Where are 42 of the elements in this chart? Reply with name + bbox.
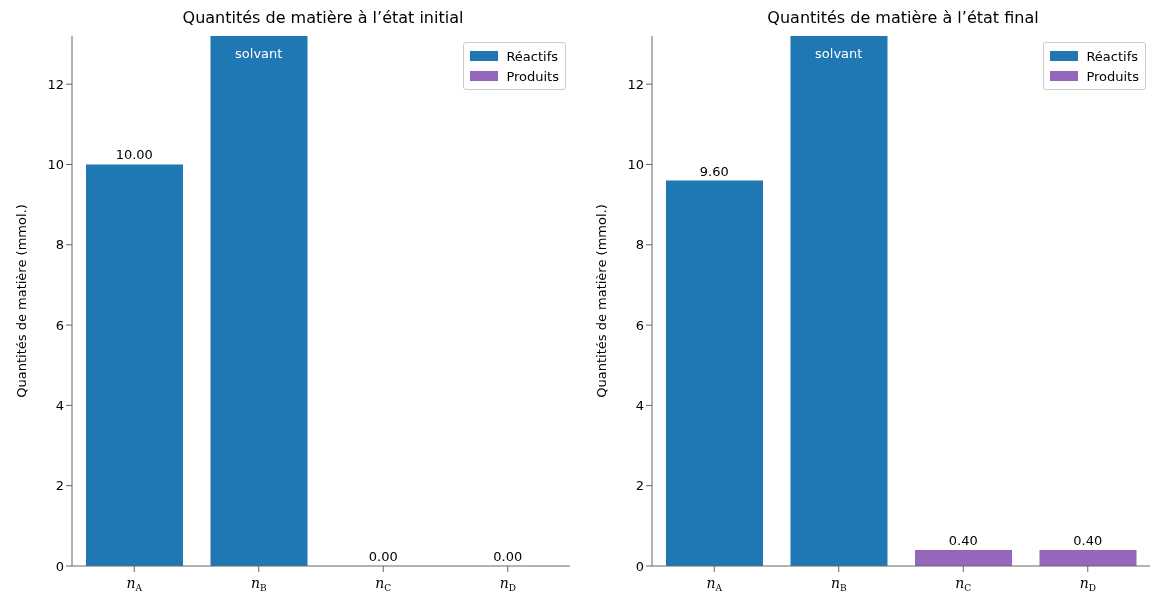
- data-label: 0.40: [948, 532, 978, 548]
- data-label: 0.00: [493, 549, 523, 564]
- annotation: solvant: [235, 46, 283, 61]
- legend-label: Réactifs: [506, 48, 559, 64]
- y-tick-label: 4: [635, 398, 644, 414]
- y-tick-label: 10: [627, 157, 644, 173]
- data-label: 0.40: [1073, 532, 1103, 548]
- y-tick-label: 12: [627, 76, 644, 92]
- y-tick-label: 0: [55, 558, 64, 574]
- x-tick-label: n$_{A}$: [126, 575, 143, 593]
- y-tick-label: 12: [47, 76, 64, 92]
- y-tick-label: 8: [635, 237, 644, 253]
- bar: [1039, 549, 1137, 566]
- legend-label: Produits: [506, 68, 559, 84]
- x-tick-label: n$_{B}$: [830, 575, 847, 593]
- x-tick-label: n$_{B}$: [250, 575, 267, 593]
- y-tick-label: 6: [635, 317, 644, 333]
- y-tick-label: 4: [55, 398, 64, 414]
- bar: [666, 180, 763, 566]
- data-label: 10.00: [115, 147, 153, 163]
- y-tick-label: 2: [55, 478, 64, 494]
- y-tick-label: 8: [55, 237, 64, 253]
- legend-label: Produits: [1086, 68, 1139, 84]
- legend-label: Réactifs: [1086, 48, 1139, 64]
- bar: [915, 549, 1012, 566]
- y-axis-title: Quantités de matière (mmol.): [13, 204, 29, 398]
- chart-title: Quantités de matière à l’état final: [766, 8, 1040, 29]
- annotation: solvant: [815, 46, 863, 61]
- x-tick-label: n$_{D}$: [1079, 575, 1096, 593]
- data-label: 9.60: [699, 163, 729, 179]
- y-tick-label: 6: [55, 317, 64, 333]
- bar: [790, 36, 888, 566]
- y-tick-label: 0: [635, 558, 644, 574]
- y-tick-label: 10: [47, 157, 64, 173]
- x-tick-label: n$_{D}$: [499, 575, 516, 593]
- y-axis-title: Quantités de matière (mmol.): [593, 204, 609, 398]
- data-label: 0.00: [368, 549, 398, 564]
- y-tick-label: 2: [635, 478, 644, 494]
- chart-title: Quantités de matière à l’état initial: [181, 8, 465, 29]
- x-tick-label: n$_{A}$: [706, 575, 723, 593]
- x-tick-label: n$_{C}$: [955, 575, 972, 593]
- x-tick-label: n$_{C}$: [375, 575, 392, 593]
